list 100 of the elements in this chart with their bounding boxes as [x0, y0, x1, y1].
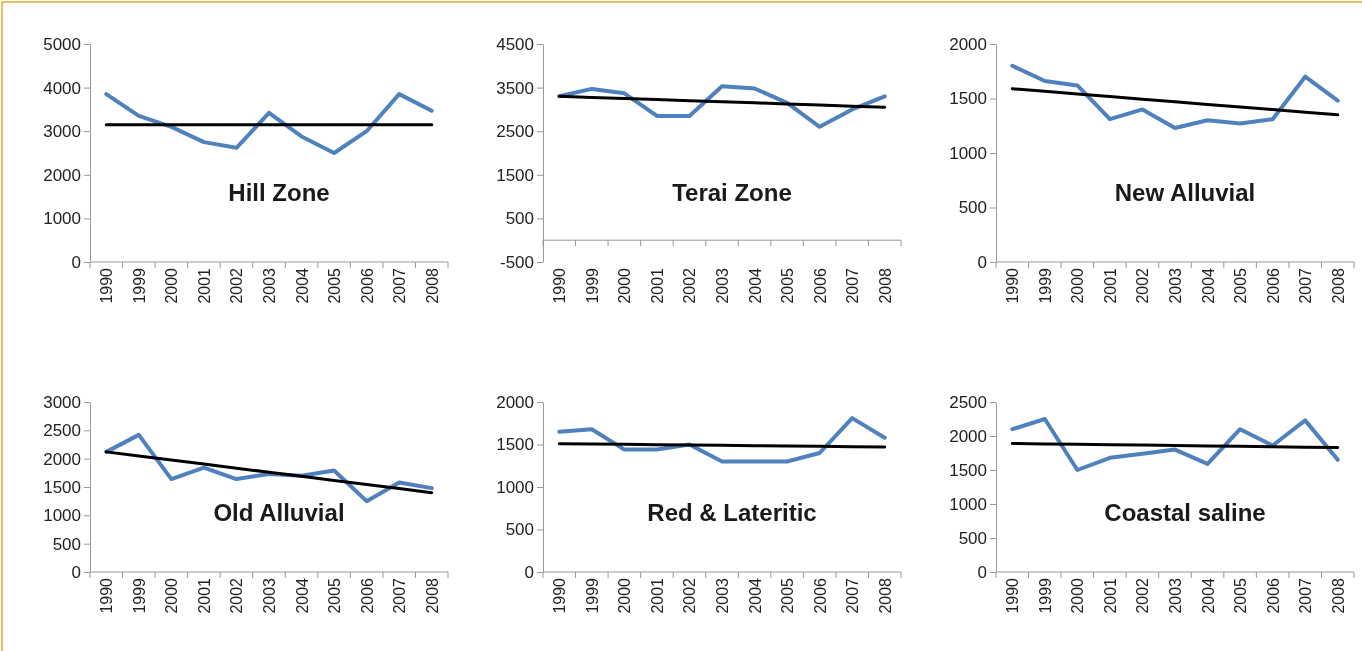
y-tick-label: 500 [958, 528, 987, 548]
text: Hill Zone [228, 178, 330, 206]
x-tick-label: 2006 [811, 267, 829, 304]
x-tick-label: 2004 [293, 577, 311, 614]
x-tick-label: 2005 [326, 577, 344, 614]
x-tick-label: 1990 [1004, 577, 1022, 614]
x-tick-label: 2007 [844, 577, 862, 614]
x-tick-label: 2006 [1264, 267, 1282, 304]
x-tick-label: 2000 [163, 577, 181, 614]
y-tick-label: 2500 [43, 421, 81, 441]
x-tick-label: 2008 [423, 577, 441, 614]
y-tick-label: 4500 [496, 34, 534, 54]
y-tick-label: 2000 [43, 449, 81, 469]
line-series [1010, 87, 1340, 117]
x-tick-label: 2005 [1232, 577, 1250, 614]
x-tick-label: 2007 [391, 267, 409, 304]
y-tick-label: 500 [52, 534, 81, 554]
x-tick-label: 2003 [1167, 267, 1184, 304]
y-tick-label: 0 [71, 252, 81, 272]
y-tick-label: 500 [958, 198, 987, 218]
y-tick-label: 1000 [43, 506, 81, 526]
y-tick-label: 1500 [949, 89, 987, 109]
text: Old Alluvial [213, 499, 345, 526]
x-tick-label: 1999 [583, 267, 601, 304]
y-tick-label: 2000 [43, 165, 81, 185]
text: Coastal saline [1104, 499, 1266, 526]
y-tick-label: 4000 [43, 78, 81, 98]
x-tick-label: 2005 [326, 267, 344, 304]
x-tick-label: 2008 [876, 267, 894, 304]
x-tick-label: 2002 [1134, 267, 1152, 304]
y-tick-label: 1000 [496, 477, 534, 497]
x-tick-label: 2001 [648, 267, 666, 304]
x-tick-label: 1990 [98, 577, 116, 614]
x-tick-label: 2004 [746, 577, 764, 614]
x-tick-label: 1990 [551, 577, 569, 614]
y-tick-label: 500 [505, 209, 534, 229]
y-tick-label: 0 [977, 252, 987, 272]
x-tick-label: 1990 [98, 267, 116, 304]
x-tick-label: 2003 [261, 267, 278, 304]
y-tick-label: 2000 [496, 392, 534, 412]
x-tick-label: 2001 [1101, 267, 1119, 304]
x-tick-label: 2008 [423, 267, 441, 304]
line-series [557, 94, 887, 109]
x-tick-label: 2000 [1069, 577, 1087, 614]
x-tick-label: 2002 [228, 267, 246, 304]
x-tick-label: 1999 [1036, 267, 1054, 304]
x-tick-label: 2003 [714, 267, 731, 304]
x-tick-label: 2000 [616, 267, 634, 304]
x-tick-label: 2006 [358, 577, 376, 614]
x-tick-label: 2001 [195, 267, 213, 304]
x-tick-label: 2000 [163, 267, 181, 304]
y-tick-label: 1500 [949, 460, 987, 480]
y-tick-label: 1500 [496, 165, 534, 185]
x-tick-label: 1990 [1004, 267, 1022, 304]
x-tick-label: 2003 [714, 577, 731, 614]
x-tick-label: 2005 [1232, 267, 1250, 304]
x-tick-label: 1999 [130, 577, 148, 614]
line-series [104, 92, 434, 155]
y-tick-label: 5000 [43, 34, 81, 54]
x-tick-label: 2002 [681, 577, 699, 614]
x-tick-label: 2003 [1167, 577, 1184, 614]
y-tick-label: 2000 [949, 34, 987, 54]
x-tick-label: 2001 [195, 577, 213, 614]
text: New Alluvial [1114, 178, 1256, 206]
x-tick-label: 1999 [1036, 577, 1054, 614]
x-tick-label: 2002 [1134, 577, 1152, 614]
x-tick-label: 2001 [1101, 577, 1119, 614]
line-series [1010, 63, 1340, 130]
x-tick-label: 2004 [1199, 577, 1217, 614]
x-tick-label: 2008 [876, 577, 894, 614]
x-tick-label: 2005 [779, 577, 797, 614]
x-tick-label: 2004 [293, 267, 311, 304]
y-tick-label: 0 [524, 562, 534, 582]
x-tick-label: 2000 [1069, 267, 1087, 304]
x-tick-label: 2006 [811, 577, 829, 614]
y-tick-label: 2000 [949, 426, 987, 446]
line-series [557, 416, 887, 464]
x-tick-label: 2006 [1264, 577, 1282, 614]
x-tick-label: 2002 [681, 267, 699, 304]
y-tick-label: -500 [499, 252, 534, 272]
x-tick-label: 1999 [583, 577, 601, 614]
y-tick-label: 3000 [43, 122, 81, 142]
y-tick-label: 0 [71, 562, 81, 582]
y-tick-label: 2500 [949, 392, 987, 412]
x-tick-label: 2007 [1297, 577, 1315, 614]
x-tick-label: 2006 [358, 267, 376, 304]
x-tick-label: 1990 [551, 267, 569, 304]
x-tick-label: 2007 [391, 577, 409, 614]
y-tick-label: 1000 [949, 494, 987, 514]
x-tick-label: 2003 [261, 577, 278, 614]
x-tick-label: 2005 [779, 267, 797, 304]
y-tick-label: 500 [505, 520, 534, 540]
x-tick-label: 2004 [746, 267, 764, 304]
y-tick-label: 1000 [949, 143, 987, 163]
x-tick-label: 2002 [228, 577, 246, 614]
y-tick-label: 2500 [496, 122, 534, 142]
text: Red & Lateritic [647, 499, 817, 526]
y-tick-label: 1500 [43, 477, 81, 497]
line-series [557, 84, 887, 129]
x-tick-label: 2001 [648, 577, 666, 614]
